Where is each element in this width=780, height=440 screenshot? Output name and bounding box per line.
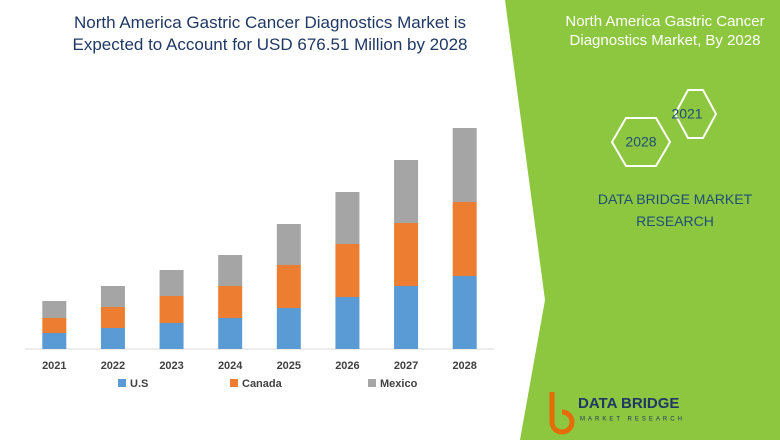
x-tick-label: 2021: [42, 360, 66, 372]
x-tick-label: 2026: [335, 360, 359, 372]
bar-segment: [394, 286, 419, 349]
legend-swatch: [230, 379, 238, 387]
bar-segment: [276, 265, 301, 308]
bar-segment: [159, 296, 184, 323]
legend-label: U.S: [130, 378, 148, 390]
legend-label: Mexico: [380, 378, 418, 390]
bar-segment: [335, 192, 360, 244]
bar-segment: [100, 286, 125, 307]
hexagon: [610, 117, 672, 167]
bar-segment: [335, 297, 360, 349]
x-tick-label: 2027: [394, 360, 418, 372]
bar-segment: [394, 160, 419, 223]
bar-segment: [42, 333, 67, 349]
bar-segment: [159, 270, 184, 296]
bar-segment: [100, 307, 125, 328]
logo-icon: [549, 392, 575, 435]
legend-swatch: [118, 379, 126, 387]
hexagon: [673, 89, 718, 139]
x-tick-label: 2024: [218, 360, 243, 372]
chart-title: North America Gastric Cancer Diagnostics…: [72, 13, 468, 54]
bar-segment: [335, 244, 360, 297]
x-tick-label: 2028: [452, 360, 476, 372]
bar-segment: [218, 318, 243, 349]
bar-segment: [276, 224, 301, 265]
bar-segment: [452, 128, 477, 202]
hex-label: 2021: [671, 106, 702, 122]
bar-segment: [394, 223, 419, 286]
side-panel: [505, 0, 780, 440]
x-tick-label: 2022: [101, 360, 125, 372]
bar-segment: [218, 286, 243, 318]
bar-segment: [159, 323, 184, 349]
bar-segment: [100, 328, 125, 349]
bar-segment: [218, 255, 243, 286]
legend-swatch: [368, 379, 376, 387]
bar-segment: [42, 301, 67, 318]
bar-segment: [42, 318, 67, 333]
x-tick-label: 2023: [159, 360, 183, 372]
x-tick-label: 2025: [277, 360, 301, 372]
bar-segment: [276, 308, 301, 349]
logo-name: DATA BRIDGE: [578, 395, 679, 412]
logo-tagline: MARKET RESEARCH: [580, 417, 685, 423]
bar-segment: [452, 202, 477, 276]
panel-title: North America Gastric Cancer Diagnostics…: [565, 13, 765, 49]
bar-segment: [452, 276, 477, 349]
hex-label: 2028: [625, 134, 656, 150]
brand-text: DATA BRIDGE MARKET RESEARCH: [597, 191, 753, 229]
legend-label: Canada: [242, 378, 283, 390]
